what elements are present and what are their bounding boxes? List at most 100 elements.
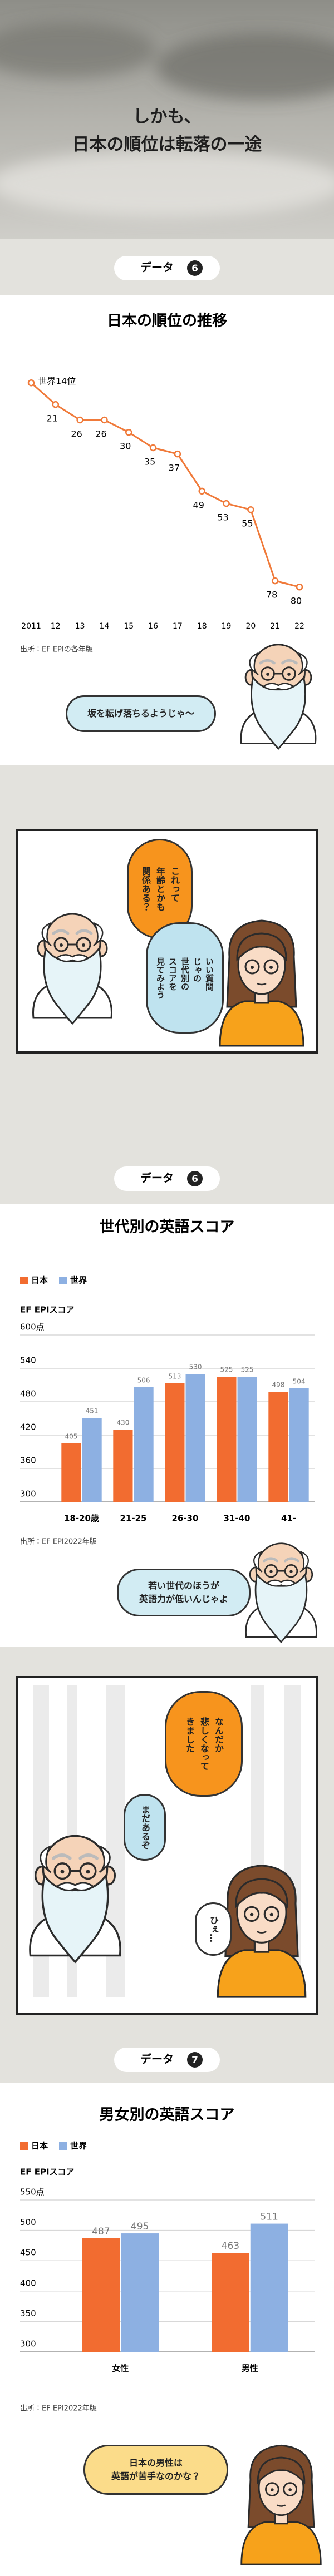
eye <box>60 943 63 947</box>
bangs <box>236 932 287 962</box>
hair <box>41 922 104 947</box>
data-label: 21 <box>47 413 58 424</box>
eye <box>288 2488 292 2491</box>
bar <box>268 1392 288 1502</box>
axis-label: EF EPIスコア <box>20 2167 75 2177</box>
y-tick-label: 600点 <box>20 1322 45 1332</box>
point <box>174 450 181 458</box>
section-label: データ <box>140 261 174 274</box>
grandpa <box>245 1542 317 1643</box>
data-label: 430 <box>116 1419 129 1427</box>
glasses <box>284 1564 298 1578</box>
glasses <box>261 666 275 681</box>
data-label: 451 <box>86 1407 99 1415</box>
grandpa <box>29 1835 121 1964</box>
eye <box>86 1870 90 1874</box>
beard <box>250 675 306 750</box>
legend-swatch <box>59 2142 67 2150</box>
eye <box>269 1912 273 1917</box>
y-tick-label: 480 <box>20 1389 36 1399</box>
brow <box>52 929 93 935</box>
y-tick-label: 350 <box>20 2308 36 2318</box>
hair <box>249 652 308 675</box>
data-label: 530 <box>189 1363 202 1371</box>
x-tick-label: 21-25 <box>120 1514 147 1524</box>
x-tick-label: 2011 <box>21 622 41 631</box>
legend-label: 世界 <box>70 1275 87 1285</box>
data-label: 49 <box>193 500 204 510</box>
mouth <box>276 2504 286 2507</box>
data-label: 世界14位 <box>38 376 76 387</box>
bangs <box>235 1878 288 1909</box>
x-tick-label: 26-30 <box>172 1514 199 1524</box>
beard <box>254 1573 308 1643</box>
eye <box>250 1912 254 1917</box>
axis-label: EF EPIスコア <box>20 1305 75 1315</box>
glasses <box>264 1564 278 1578</box>
legend-label: 日本 <box>31 1275 48 1285</box>
data-label: 463 <box>222 2241 239 2252</box>
data-label: 525 <box>241 1366 254 1374</box>
glasses <box>243 1906 260 1922</box>
x-tick-label: 16 <box>148 622 158 631</box>
data-label: 80 <box>291 596 302 606</box>
grandpa <box>240 644 317 750</box>
point <box>125 428 132 436</box>
mustache <box>56 1882 95 1891</box>
header-title: しかも、 日本の順位は転落の一途 <box>72 107 262 155</box>
point <box>27 379 35 387</box>
speech-bubble: 坂を転げ落ちるようじゃ〜 <box>66 695 216 732</box>
header-texture <box>0 22 334 217</box>
section-label: データ <box>140 2053 174 2066</box>
brow <box>52 1853 99 1860</box>
chart-title: 世代別の英語スコア <box>100 1219 235 1236</box>
bar <box>185 1374 205 1502</box>
data-label: 487 <box>92 2226 110 2237</box>
shirt <box>240 2521 322 2565</box>
speech-bubble: 日本の男性は 英語が苦手なのかな？ <box>84 2445 228 2495</box>
speech-bubble: いい質問 じゃの 世代別の スコアを 見てみよう <box>146 922 224 1034</box>
chart-title: 男女別の英語スコア <box>100 2107 235 2124</box>
point <box>101 416 108 424</box>
x-tick-label: 13 <box>75 622 85 631</box>
legend-label: 世界 <box>70 2141 87 2151</box>
data-label: 405 <box>65 1433 77 1441</box>
y-tick-label: 540 <box>20 1356 36 1366</box>
eye <box>60 1870 65 1874</box>
texture <box>0 150 334 217</box>
eye <box>287 673 291 676</box>
x-tick-label: 女性 <box>112 2364 129 2374</box>
bar <box>250 2223 288 2352</box>
data-label: 513 <box>168 1373 181 1381</box>
data-label: 55 <box>242 518 253 529</box>
section-number: 7 <box>191 2055 198 2066</box>
point <box>296 583 303 591</box>
section-label: データ <box>140 1171 174 1185</box>
eye <box>289 1570 293 1573</box>
bar <box>134 1387 154 1502</box>
bar <box>165 1383 185 1502</box>
bangs <box>257 2456 306 2485</box>
data-label: 53 <box>217 512 228 523</box>
woman <box>219 919 304 1047</box>
section-number: 6 <box>191 263 198 274</box>
shirt <box>219 1000 304 1047</box>
eye <box>250 966 254 969</box>
point <box>198 487 205 495</box>
section-number-bg <box>187 260 203 276</box>
beard <box>41 1873 109 1964</box>
y-tick-label: 450 <box>20 2248 36 2258</box>
bar <box>237 1377 257 1502</box>
bar <box>217 1377 237 1502</box>
point <box>271 577 279 585</box>
x-tick-label: 22 <box>294 622 304 631</box>
bar <box>121 2233 159 2352</box>
point <box>223 500 230 507</box>
x-tick-label: 19 <box>222 622 232 631</box>
point <box>247 506 254 513</box>
speech-bubble: 若い世代のほうが 英語力が低いんじゃよ <box>117 1569 250 1616</box>
data-label: 37 <box>169 463 180 473</box>
glasses <box>244 959 260 975</box>
x-tick-label: 41- <box>281 1514 296 1524</box>
